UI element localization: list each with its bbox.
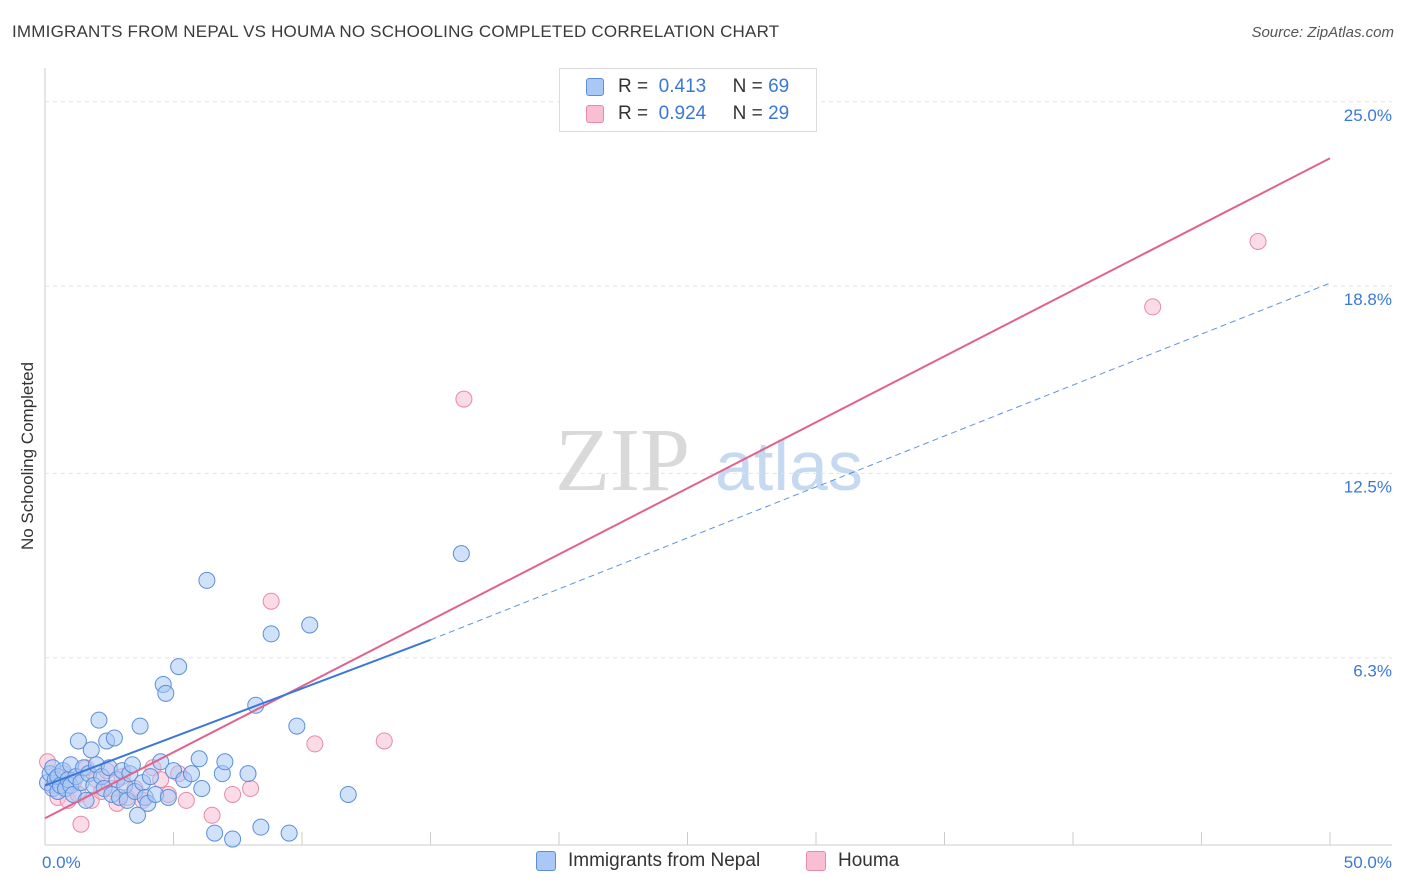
bottom-legend-houma: Houma	[806, 850, 899, 872]
nepal-swatch-icon	[586, 78, 604, 96]
x-tick-label: 50.0%	[1344, 853, 1392, 872]
legend-label-houma: Houma	[838, 850, 900, 871]
nepal-point	[206, 824, 224, 842]
nepal-point	[90, 711, 108, 729]
houma-point	[262, 592, 280, 610]
y-tick-label: 12.5%	[1344, 477, 1392, 496]
houma-point	[203, 806, 221, 824]
y-axis-label: No Schooling Completed	[18, 361, 37, 551]
r-value: 0.413	[658, 76, 707, 97]
nepal-trend-line	[44, 638, 431, 787]
nepal-point	[280, 824, 298, 842]
watermark-zip: ZIP	[555, 411, 690, 510]
nepal-point	[190, 750, 208, 768]
houma-point	[177, 791, 195, 809]
nepal-point	[216, 753, 234, 771]
nepal-point	[159, 788, 177, 806]
houma-point	[455, 390, 473, 408]
houma-point	[72, 815, 90, 833]
nepal-point	[129, 806, 147, 824]
houma-point	[242, 780, 260, 798]
chart-title: IMMIGRANTS FROM NEPAL VS HOUMA NO SCHOOL…	[12, 22, 780, 41]
nepal-point	[105, 729, 123, 747]
nepal-point	[193, 780, 211, 798]
nepal-point	[301, 616, 319, 634]
legend-row-nepal: R = 0.413 N = 69	[586, 75, 789, 99]
legend-row-houma: R = 0.924 N = 29	[586, 102, 789, 126]
correlation-legend: R = 0.413 N = 69 R = 0.924 N = 29	[559, 68, 817, 132]
watermark-atlas: atlas	[715, 427, 863, 505]
nepal-trend-extension	[430, 282, 1331, 641]
nepal-point	[288, 717, 306, 735]
nepal-point	[252, 818, 270, 836]
nepal-point	[239, 765, 257, 783]
nepal-legend-icon	[536, 851, 556, 871]
legend-label-nepal: Immigrants from Nepal	[568, 850, 761, 871]
n-value: 29	[768, 103, 790, 124]
houma-legend-icon	[806, 851, 826, 871]
y-tick-label: 18.8%	[1344, 290, 1392, 309]
n-value: 69	[768, 76, 790, 97]
nepal-point	[198, 571, 216, 589]
nepal-point	[262, 625, 280, 643]
nepal-point	[82, 741, 100, 759]
y-tick-label: 25.0%	[1344, 106, 1392, 125]
bottom-legend-nepal: Immigrants from Nepal	[536, 850, 760, 872]
houma-point	[224, 785, 242, 803]
source-label: Source: ZipAtlas.com	[1251, 24, 1394, 41]
nepal-point	[69, 732, 87, 750]
houma-point	[1144, 298, 1162, 316]
houma-point	[1249, 233, 1267, 251]
nepal-point	[182, 765, 200, 783]
nepal-point	[224, 830, 242, 848]
houma-point	[375, 732, 393, 750]
n-label: N =	[732, 103, 763, 124]
r-label: R =	[618, 103, 649, 124]
r-value: 0.924	[658, 103, 707, 124]
nepal-point	[339, 785, 357, 803]
nepal-point	[141, 768, 159, 786]
nepal-point	[452, 545, 470, 563]
nepal-point	[157, 684, 175, 702]
nepal-point	[170, 658, 188, 676]
houma-point	[306, 735, 324, 753]
r-label: R =	[618, 76, 649, 97]
nepal-point	[131, 717, 149, 735]
y-tick-label: 6.3%	[1353, 662, 1392, 681]
n-label: N =	[732, 76, 763, 97]
x-tick-label: 0.0%	[42, 853, 81, 872]
houma-swatch-icon	[586, 105, 604, 123]
houma-trend-line	[44, 157, 1331, 820]
